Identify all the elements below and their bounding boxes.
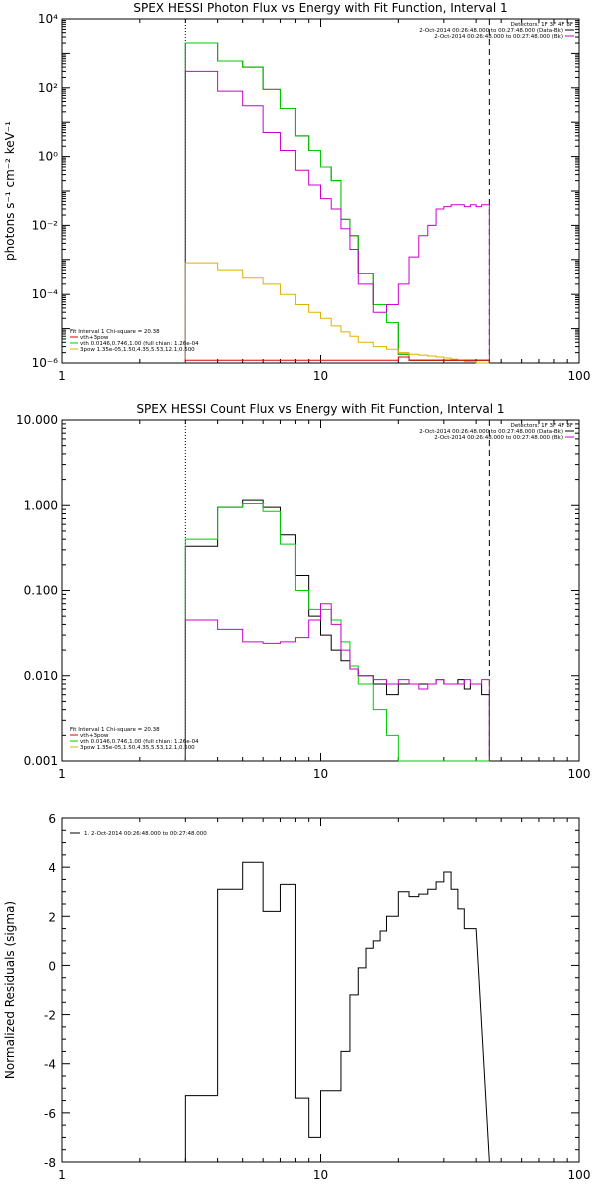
plot-frame <box>61 419 580 762</box>
y-tick-label: 10⁻⁶ <box>32 356 59 370</box>
legend-entry: 3pow 1.35e-05,1.50,4.35,5.53,12.1,0.500 <box>80 347 195 353</box>
y-tick-label: 0.001 <box>24 754 58 768</box>
chart-1: SPEX HESSI Photon Flux vs Energy with Fi… <box>3 1 590 383</box>
info-line: Detectors: 1F 3F 4F 8F <box>511 22 573 28</box>
y-tick-label: 6 <box>48 812 56 826</box>
info-line: Detectors: 1F 3F 4F 8F <box>511 423 573 429</box>
x-tick-label: 100 <box>568 369 591 383</box>
y-axis-label: photons s⁻¹ cm⁻² keV⁻¹ <box>3 121 17 261</box>
legend-entry: 1. 2-Oct-2014 00:26:48.000 to 00:27:48.0… <box>84 831 207 837</box>
y-tick-label: 0 <box>48 959 56 973</box>
x-tick-label: 10 <box>313 1168 328 1182</box>
legend-entry: vth+3pow <box>80 335 109 341</box>
y-tick-label: 0.010 <box>24 669 58 683</box>
series-1-line <box>184 499 490 761</box>
legend-header: Fit Interval 1 Chi-square = 20.38 <box>70 329 160 335</box>
y-tick-label: 1.000 <box>24 498 58 512</box>
legend-entry: vth 0.0146,0.746,1.00 (full chian: 1.26e… <box>80 341 199 347</box>
x-tick-label: 100 <box>568 767 591 781</box>
legend-entry: vth 0.0146,0.746,1.00 (full chian: 1.26e… <box>80 739 199 745</box>
chart-title: SPEX HESSI Count Flux vs Energy with Fit… <box>136 402 504 416</box>
info-line: 2-Oct-2014 00:26:48.000 to 00:27:48.000 … <box>434 435 563 441</box>
y-tick-label: -2 <box>44 1009 56 1023</box>
chart-title: SPEX HESSI Photon Flux vs Energy with Fi… <box>133 1 507 15</box>
series-3-line <box>184 603 490 761</box>
y-tick-label: 2 <box>48 910 56 924</box>
y-tick-label: 10⁻² <box>32 218 59 232</box>
y-tick-label: 10⁻⁴ <box>32 287 59 301</box>
legend-entry: 3pow 1.35e-05,1.50,4.35,5.53,12.1,0.500 <box>80 745 195 751</box>
y-tick-label: -4 <box>44 1058 56 1072</box>
x-tick-label: 1 <box>58 1168 66 1182</box>
info-line: 2-Oct-2014 00:26:48.000 to 00:27:48.000 … <box>434 34 563 40</box>
info-line: 2-Oct-2014 00:26:48.000 to 00:27:48.000 … <box>419 28 563 34</box>
y-tick-label: 10.000 <box>16 413 58 427</box>
series-5-line <box>184 356 490 363</box>
x-tick-label: 1 <box>58 369 66 383</box>
info-line: 2-Oct-2014 00:26:48.000 to 00:27:48.000 … <box>419 429 563 435</box>
y-tick-label: 10⁴ <box>38 12 58 26</box>
series-2-line <box>184 502 490 762</box>
series-3-line <box>184 70 490 363</box>
y-tick-label: -8 <box>44 1156 56 1170</box>
x-tick-label: 10 <box>313 767 328 781</box>
chart-2: SPEX HESSI Count Flux vs Energy with Fit… <box>16 402 590 781</box>
legend-header: Fit Interval 1 Chi-square = 20.38 <box>70 727 160 733</box>
chart-3: 1 10 100 -8 -6 -4 -2 0 2 4 6 Normalized Residuals (… <box>3 812 590 1182</box>
y-tick-label: 0.100 <box>24 584 58 598</box>
y-tick-label: -6 <box>44 1107 56 1121</box>
legend-entry: vth+3pow <box>80 733 109 739</box>
x-tick-label: 100 <box>568 1168 591 1182</box>
y-tick-label: 10² <box>38 81 58 95</box>
series-4-line <box>184 262 490 364</box>
y-axis-label: Normalized Residuals (sigma) <box>3 901 17 1079</box>
y-tick-label: 4 <box>48 861 56 875</box>
series-1-line <box>184 861 490 1163</box>
y-tick-label: 10⁰ <box>38 150 58 164</box>
x-tick-label: 10 <box>313 369 328 383</box>
x-tick-label: 1 <box>58 767 66 781</box>
